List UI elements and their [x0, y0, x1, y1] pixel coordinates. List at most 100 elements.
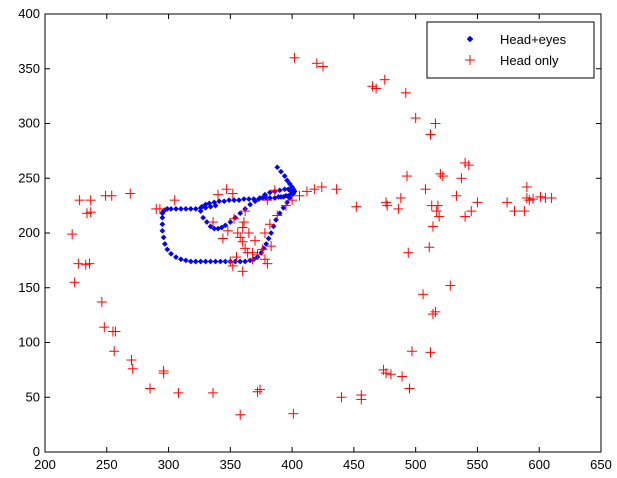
data-point-diamond	[168, 250, 174, 257]
data-point-plus	[521, 192, 532, 203]
data-point-plus	[235, 409, 246, 420]
data-point-plus	[402, 171, 413, 182]
data-point-plus	[250, 235, 261, 246]
data-point-plus	[169, 195, 180, 206]
axis-ticks	[44, 13, 602, 453]
data-point-diamond	[200, 214, 207, 221]
data-point-diamond	[202, 204, 209, 211]
data-point-diamond	[222, 222, 229, 229]
data-point-plus	[67, 229, 78, 240]
y-tick-label: 50	[26, 389, 40, 404]
data-point-plus	[318, 61, 328, 72]
data-point-plus	[238, 217, 249, 228]
data-point-plus	[221, 184, 232, 195]
data-point-plus	[262, 195, 273, 206]
data-point-plus	[85, 207, 96, 218]
data-point-diamond	[160, 234, 167, 241]
series-head-eyes	[159, 164, 298, 265]
x-tick-labels: 200 250 300 350 400 450 500 550 600 650	[34, 457, 612, 472]
series-head-only	[67, 52, 557, 420]
data-point-plus	[240, 243, 251, 254]
data-point-diamond	[252, 198, 258, 205]
data-point-plus	[451, 190, 462, 201]
data-point-plus	[425, 347, 436, 358]
data-point-diamond	[182, 205, 189, 212]
data-point-diamond	[173, 205, 179, 212]
x-tick-label: 600	[528, 457, 550, 472]
data-point-plus	[435, 168, 446, 179]
data-point-plus	[519, 206, 530, 217]
y-tick-label: 150	[18, 280, 40, 295]
data-point-plus	[309, 184, 320, 195]
data-point-plus	[371, 83, 382, 94]
x-tick-label: 650	[590, 457, 612, 472]
data-point-plus	[397, 371, 408, 382]
data-point-plus	[466, 206, 477, 217]
data-point-plus	[460, 211, 471, 222]
data-point-plus	[73, 258, 84, 269]
data-point-diamond	[159, 221, 166, 228]
data-point-plus	[403, 247, 414, 258]
data-point-plus	[235, 232, 246, 243]
data-point-plus	[158, 365, 169, 376]
x-tick-label: 350	[219, 457, 241, 472]
data-point-plus	[109, 346, 120, 357]
data-point-plus	[208, 387, 219, 398]
data-point-diamond	[197, 208, 204, 215]
data-point-diamond	[270, 223, 277, 230]
series-layer	[67, 52, 557, 420]
data-point-diamond	[466, 35, 474, 43]
data-point-plus	[262, 258, 273, 269]
data-point-diamond	[173, 254, 179, 261]
data-point-plus	[456, 173, 467, 184]
data-point-diamond	[286, 180, 293, 187]
data-point-plus	[463, 160, 474, 171]
data-point-diamond	[231, 197, 237, 204]
data-point-plus	[84, 258, 95, 269]
data-point-diamond	[192, 205, 199, 212]
y-tick-label: 0	[33, 444, 40, 459]
data-point-diamond	[242, 258, 249, 265]
y-tick-labels: 0 50 100 150 200 250 300 350 400	[18, 6, 40, 459]
y-tick-label: 350	[18, 61, 40, 76]
data-point-diamond	[212, 202, 219, 209]
data-point-plus	[420, 184, 431, 195]
data-point-plus	[351, 201, 362, 212]
x-tick-label: 250	[96, 457, 118, 472]
data-point-plus	[521, 182, 532, 193]
data-point-plus	[231, 252, 242, 263]
data-point-diamond	[182, 257, 189, 264]
legend-entries: Head+eyes Head only	[465, 32, 567, 68]
data-point-plus	[96, 296, 107, 307]
data-point-diamond	[268, 230, 275, 236]
data-point-plus	[154, 203, 165, 214]
data-point-plus	[99, 322, 110, 333]
data-point-diamond	[159, 214, 166, 221]
data-point-diamond	[197, 258, 204, 265]
data-point-plus	[431, 206, 442, 217]
data-point-diamond	[266, 189, 273, 196]
data-point-plus	[237, 222, 248, 233]
data-point-plus	[280, 200, 291, 211]
data-point-diamond	[207, 258, 214, 265]
data-point-diamond	[284, 177, 291, 184]
x-tick-label: 400	[281, 457, 303, 472]
data-point-plus	[106, 190, 117, 201]
data-point-plus	[331, 184, 342, 195]
data-point-plus	[227, 188, 238, 199]
data-point-plus	[316, 182, 327, 193]
data-point-plus	[465, 55, 475, 65]
data-point-plus	[430, 306, 441, 317]
data-point-plus	[528, 194, 539, 205]
data-point-plus	[418, 289, 429, 300]
data-point-plus	[237, 266, 248, 277]
data-point-diamond	[177, 205, 184, 212]
y-tick-label: 200	[18, 225, 40, 240]
data-point-plus	[430, 118, 441, 129]
legend-label: Head only	[500, 53, 559, 68]
data-point-plus	[406, 346, 417, 357]
data-point-plus	[400, 87, 411, 98]
data-point-plus	[237, 236, 248, 247]
data-point-plus	[427, 221, 438, 232]
data-point-diamond	[161, 240, 168, 247]
